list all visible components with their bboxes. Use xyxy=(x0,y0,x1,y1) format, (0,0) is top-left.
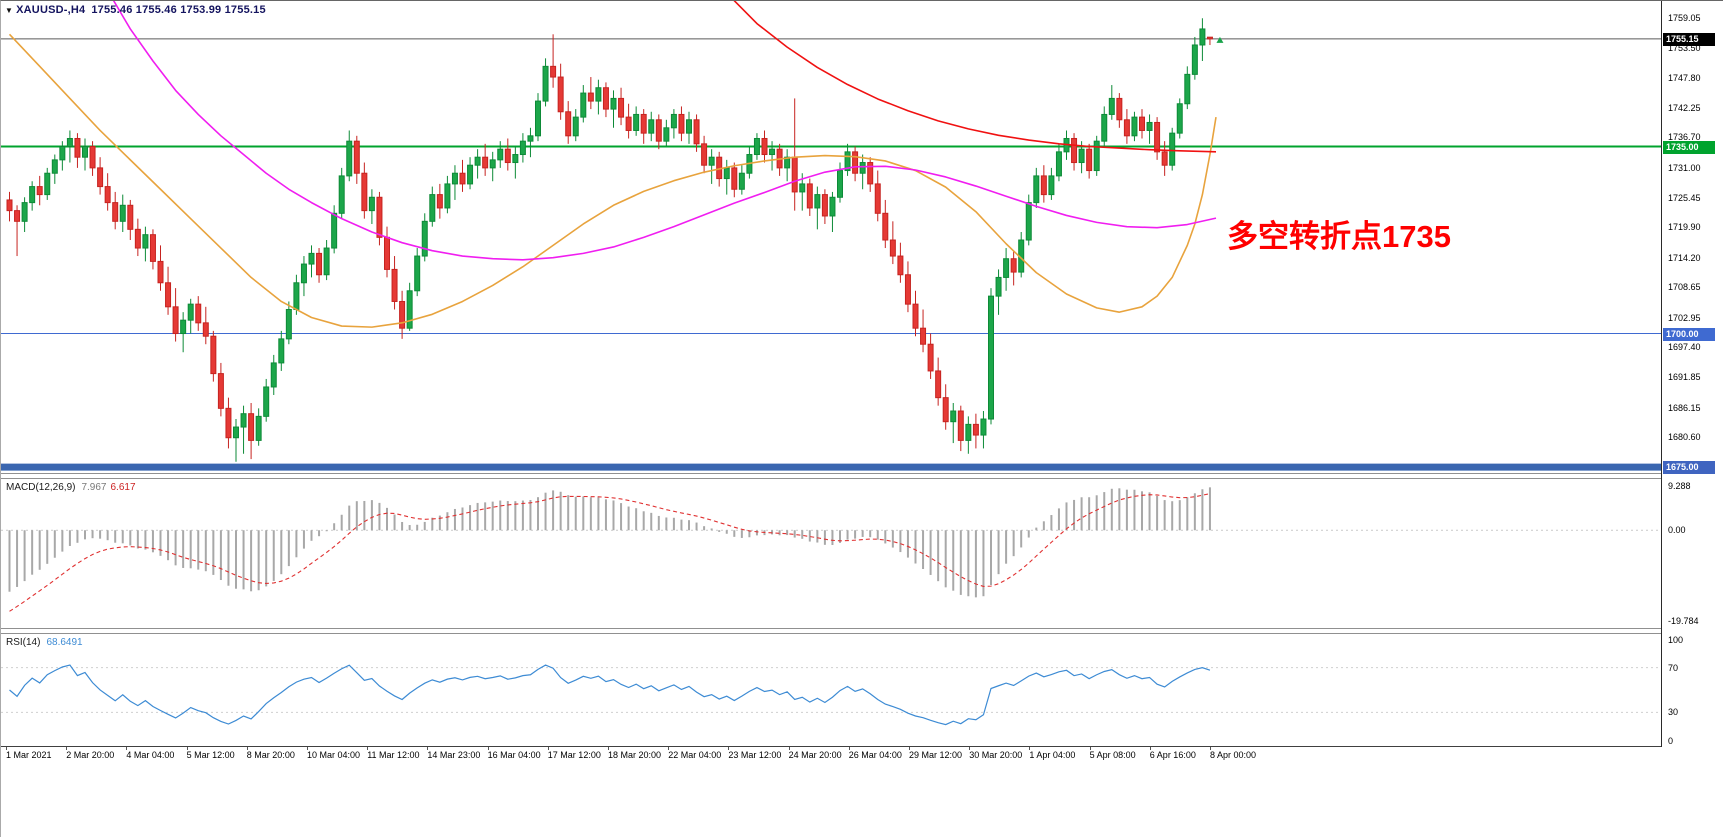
time-tick-mark xyxy=(307,747,308,750)
horizontal-lines xyxy=(1,38,1661,471)
rsi-level-lines xyxy=(1,667,1661,713)
time-tick-mark xyxy=(547,747,549,750)
time-tick-mark xyxy=(848,747,850,750)
rsi-axis-label: 0 xyxy=(1668,736,1674,746)
price-tick-label: 1680.60 xyxy=(1668,432,1701,443)
time-tick-mark xyxy=(6,747,7,750)
rsi-axis-label: 70 xyxy=(1668,662,1679,673)
time-tick-label: 17 Mar 12:00 xyxy=(547,750,601,760)
time-axis[interactable]: 1 Mar 2021 2 Mar 20:00 4 Mar 04:00 5 Mar 12… xyxy=(1,747,1723,765)
current-price-line-badge: 1755.15 xyxy=(1663,32,1715,46)
price-tick-label: 1753.50 xyxy=(1668,42,1701,53)
time-tick-mark xyxy=(728,747,730,750)
price-chart-canvas[interactable] xyxy=(1,1,1661,473)
macd-panel[interactable]: MACD(12,26,9) 7.967 6.617 xyxy=(1,478,1661,629)
chart-symbol-period: XAUUSD-,H4 xyxy=(16,4,86,16)
time-tick-mark xyxy=(969,747,971,750)
price-tick-label: 1708.65 xyxy=(1668,282,1701,293)
time-tick-mark xyxy=(487,747,489,750)
macd-axis-label: 9.288 xyxy=(1668,481,1691,491)
time-tick-label: 30 Mar 20:00 xyxy=(969,750,1023,760)
symbol-dropdown-icon[interactable]: ▼ xyxy=(5,6,14,15)
time-tick-mark xyxy=(126,747,128,750)
time-tick-mark xyxy=(427,747,429,750)
time-tick-label: 5 Mar 12:00 xyxy=(186,750,235,760)
ma-slow-red xyxy=(733,1,1217,153)
time-tick-label: 26 Mar 04:00 xyxy=(848,750,902,760)
time-tick-label: 2 Mar 20:00 xyxy=(66,750,115,760)
time-tick-label: 1 Apr 04:00 xyxy=(1029,750,1076,760)
time-tick-label: 29 Mar 12:00 xyxy=(909,750,963,760)
time-tick-label: 16 Mar 04:00 xyxy=(487,750,541,760)
time-tick-label: 22 Mar 04:00 xyxy=(668,750,722,760)
time-tick-label: 18 Mar 20:00 xyxy=(608,750,662,760)
price-tick-label: 1714.20 xyxy=(1668,252,1701,263)
rsi-label: RSI(14) 68.6491 xyxy=(6,637,83,648)
price-axis[interactable]: 1759.05 1753.50 1747.80 1742.25 1736.70 1731.… xyxy=(1661,1,1723,747)
time-tick-label: 4 Mar 04:00 xyxy=(126,750,175,760)
price-tick-label: 1736.70 xyxy=(1668,132,1701,143)
time-tick-label: 8 Mar 20:00 xyxy=(246,750,295,760)
time-tick-label: 14 Mar 23:00 xyxy=(427,750,481,760)
support-zone-1675-badge: 1675.00 xyxy=(1663,461,1715,475)
price-tick-label: 1691.85 xyxy=(1668,372,1701,383)
time-tick-label: 24 Mar 20:00 xyxy=(788,750,842,760)
price-tick-label: 1686.15 xyxy=(1668,402,1701,413)
ma-long-magenta xyxy=(112,1,1217,261)
price-tick-label: 1731.00 xyxy=(1668,162,1701,173)
rsi-indicator-name: RSI(14) xyxy=(6,637,41,648)
ma-medium-orange xyxy=(8,33,1217,328)
price-tick-label: 1702.95 xyxy=(1668,312,1701,323)
time-tick-label: 1 Mar 2021 xyxy=(6,750,52,760)
pivot-line-1735-badge: 1735.00 xyxy=(1663,140,1715,154)
chart-title: ▼ XAUUSD-,H4 1755.46 1755.46 1753.99 1755.… xyxy=(5,4,266,16)
macd-canvas[interactable] xyxy=(1,479,1661,628)
price-tick-label: 1747.80 xyxy=(1668,73,1701,84)
time-tick-label: 6 Apr 16:00 xyxy=(1149,750,1196,760)
time-tick-mark xyxy=(788,747,790,750)
rsi-value: 68.6491 xyxy=(46,637,83,648)
time-tick-mark xyxy=(1029,747,1031,750)
time-tick-mark xyxy=(246,747,248,750)
macd-histogram xyxy=(8,487,1211,598)
support-line-1700-badge: 1700.00 xyxy=(1663,327,1715,341)
time-tick-label: 23 Mar 12:00 xyxy=(728,750,782,760)
annotation-text: 多空转折点1735 xyxy=(1227,219,1451,254)
time-tick-mark xyxy=(1149,747,1151,750)
price-tick-label: 1719.90 xyxy=(1668,222,1701,233)
price-tick-label: 1759.05 xyxy=(1668,12,1701,23)
rsi-axis-label: 100 xyxy=(1668,635,1684,645)
time-tick-mark xyxy=(1089,747,1091,750)
candlestick-series[interactable] xyxy=(6,18,1213,462)
rsi-panel[interactable]: RSI(14) 68.6491 xyxy=(1,633,1661,747)
time-tick-mark xyxy=(66,747,68,750)
time-tick-label: 11 Mar 12:00 xyxy=(367,750,420,760)
time-tick-label: 8 Apr 00:00 xyxy=(1210,750,1257,760)
time-tick-label: 5 Apr 08:00 xyxy=(1089,750,1136,760)
rsi-canvas[interactable] xyxy=(1,634,1661,746)
chart-ohlc-values: 1755.46 1755.46 1753.99 1755.15 xyxy=(91,4,266,16)
time-tick-label: 10 Mar 04:00 xyxy=(307,750,361,760)
time-tick-mark xyxy=(367,747,369,750)
time-tick-mark xyxy=(608,747,609,750)
macd-label: MACD(12,26,9) 7.967 6.617 xyxy=(6,482,136,493)
time-tick-mark xyxy=(668,747,670,750)
price-chart-panel[interactable]: ▼ XAUUSD-,H4 1755.46 1755.46 1753.99 1755.… xyxy=(1,1,1661,474)
rsi-line xyxy=(9,664,1211,726)
price-tick-label: 1725.45 xyxy=(1668,192,1701,203)
macd-axis-label: 0.00 xyxy=(1668,525,1686,536)
macd-indicator-name: MACD(12,26,9) xyxy=(6,482,76,493)
time-tick-mark xyxy=(1210,747,1211,750)
time-tick-mark xyxy=(909,747,910,750)
macd-signal-line xyxy=(9,493,1211,612)
price-tick-label: 1742.25 xyxy=(1668,102,1701,113)
macd-axis-label: -19.784 xyxy=(1668,616,1699,626)
macd-main-value: 7.967 xyxy=(81,482,107,493)
time-tick-mark xyxy=(186,747,188,750)
rsi-axis-label: 30 xyxy=(1668,707,1679,718)
macd-signal-value: 6.617 xyxy=(110,482,136,493)
price-marker-icon xyxy=(1216,36,1224,43)
price-tick-label: 1697.40 xyxy=(1668,342,1701,353)
